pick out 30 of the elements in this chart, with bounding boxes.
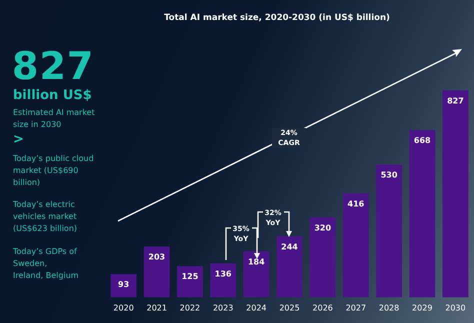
text: Estimated AI market size in 2030: [13, 107, 96, 131]
x-tick-label: 2021: [146, 303, 167, 312]
data-label: 184: [248, 257, 266, 266]
text: >: [13, 132, 24, 147]
chart-title: Total AI market size, 2020-2030 (in US$ billion): [163, 13, 391, 23]
data-label: 827: [447, 96, 464, 106]
x-tick-label: 2023: [212, 303, 234, 312]
data-label: 203: [148, 252, 166, 262]
x-tick-label: 2025: [279, 303, 300, 312]
x-tick-label: 2024: [246, 303, 266, 312]
data-label: 136: [214, 269, 232, 278]
data-label: 93: [118, 280, 130, 290]
text: Today’s public cloud market (US$690 billion): [13, 153, 95, 189]
text: 827: [12, 44, 94, 88]
x-tick-label: 2029: [412, 303, 432, 312]
text: billion US$: [13, 88, 92, 103]
data-label: 668: [414, 136, 432, 146]
x-tick-label: 2020: [113, 303, 134, 312]
data-label: 530: [380, 170, 398, 180]
x-tick-label: 2022: [180, 303, 200, 312]
x-tick-label: 2030: [445, 303, 466, 312]
text: Today’s GDPs of Sweden, Ireland, Belgium: [13, 246, 79, 282]
data-label: 244: [281, 242, 298, 252]
data-label: 416: [348, 199, 365, 208]
data-label: 125: [182, 272, 199, 282]
x-tick-label: 2027: [346, 303, 366, 312]
data-label: 320: [314, 223, 332, 232]
x-tick-label: 2026: [312, 303, 333, 312]
text: Today’s electric vehicles market (US$623 billion): [13, 199, 78, 235]
x-tick-label: 2028: [378, 303, 400, 312]
